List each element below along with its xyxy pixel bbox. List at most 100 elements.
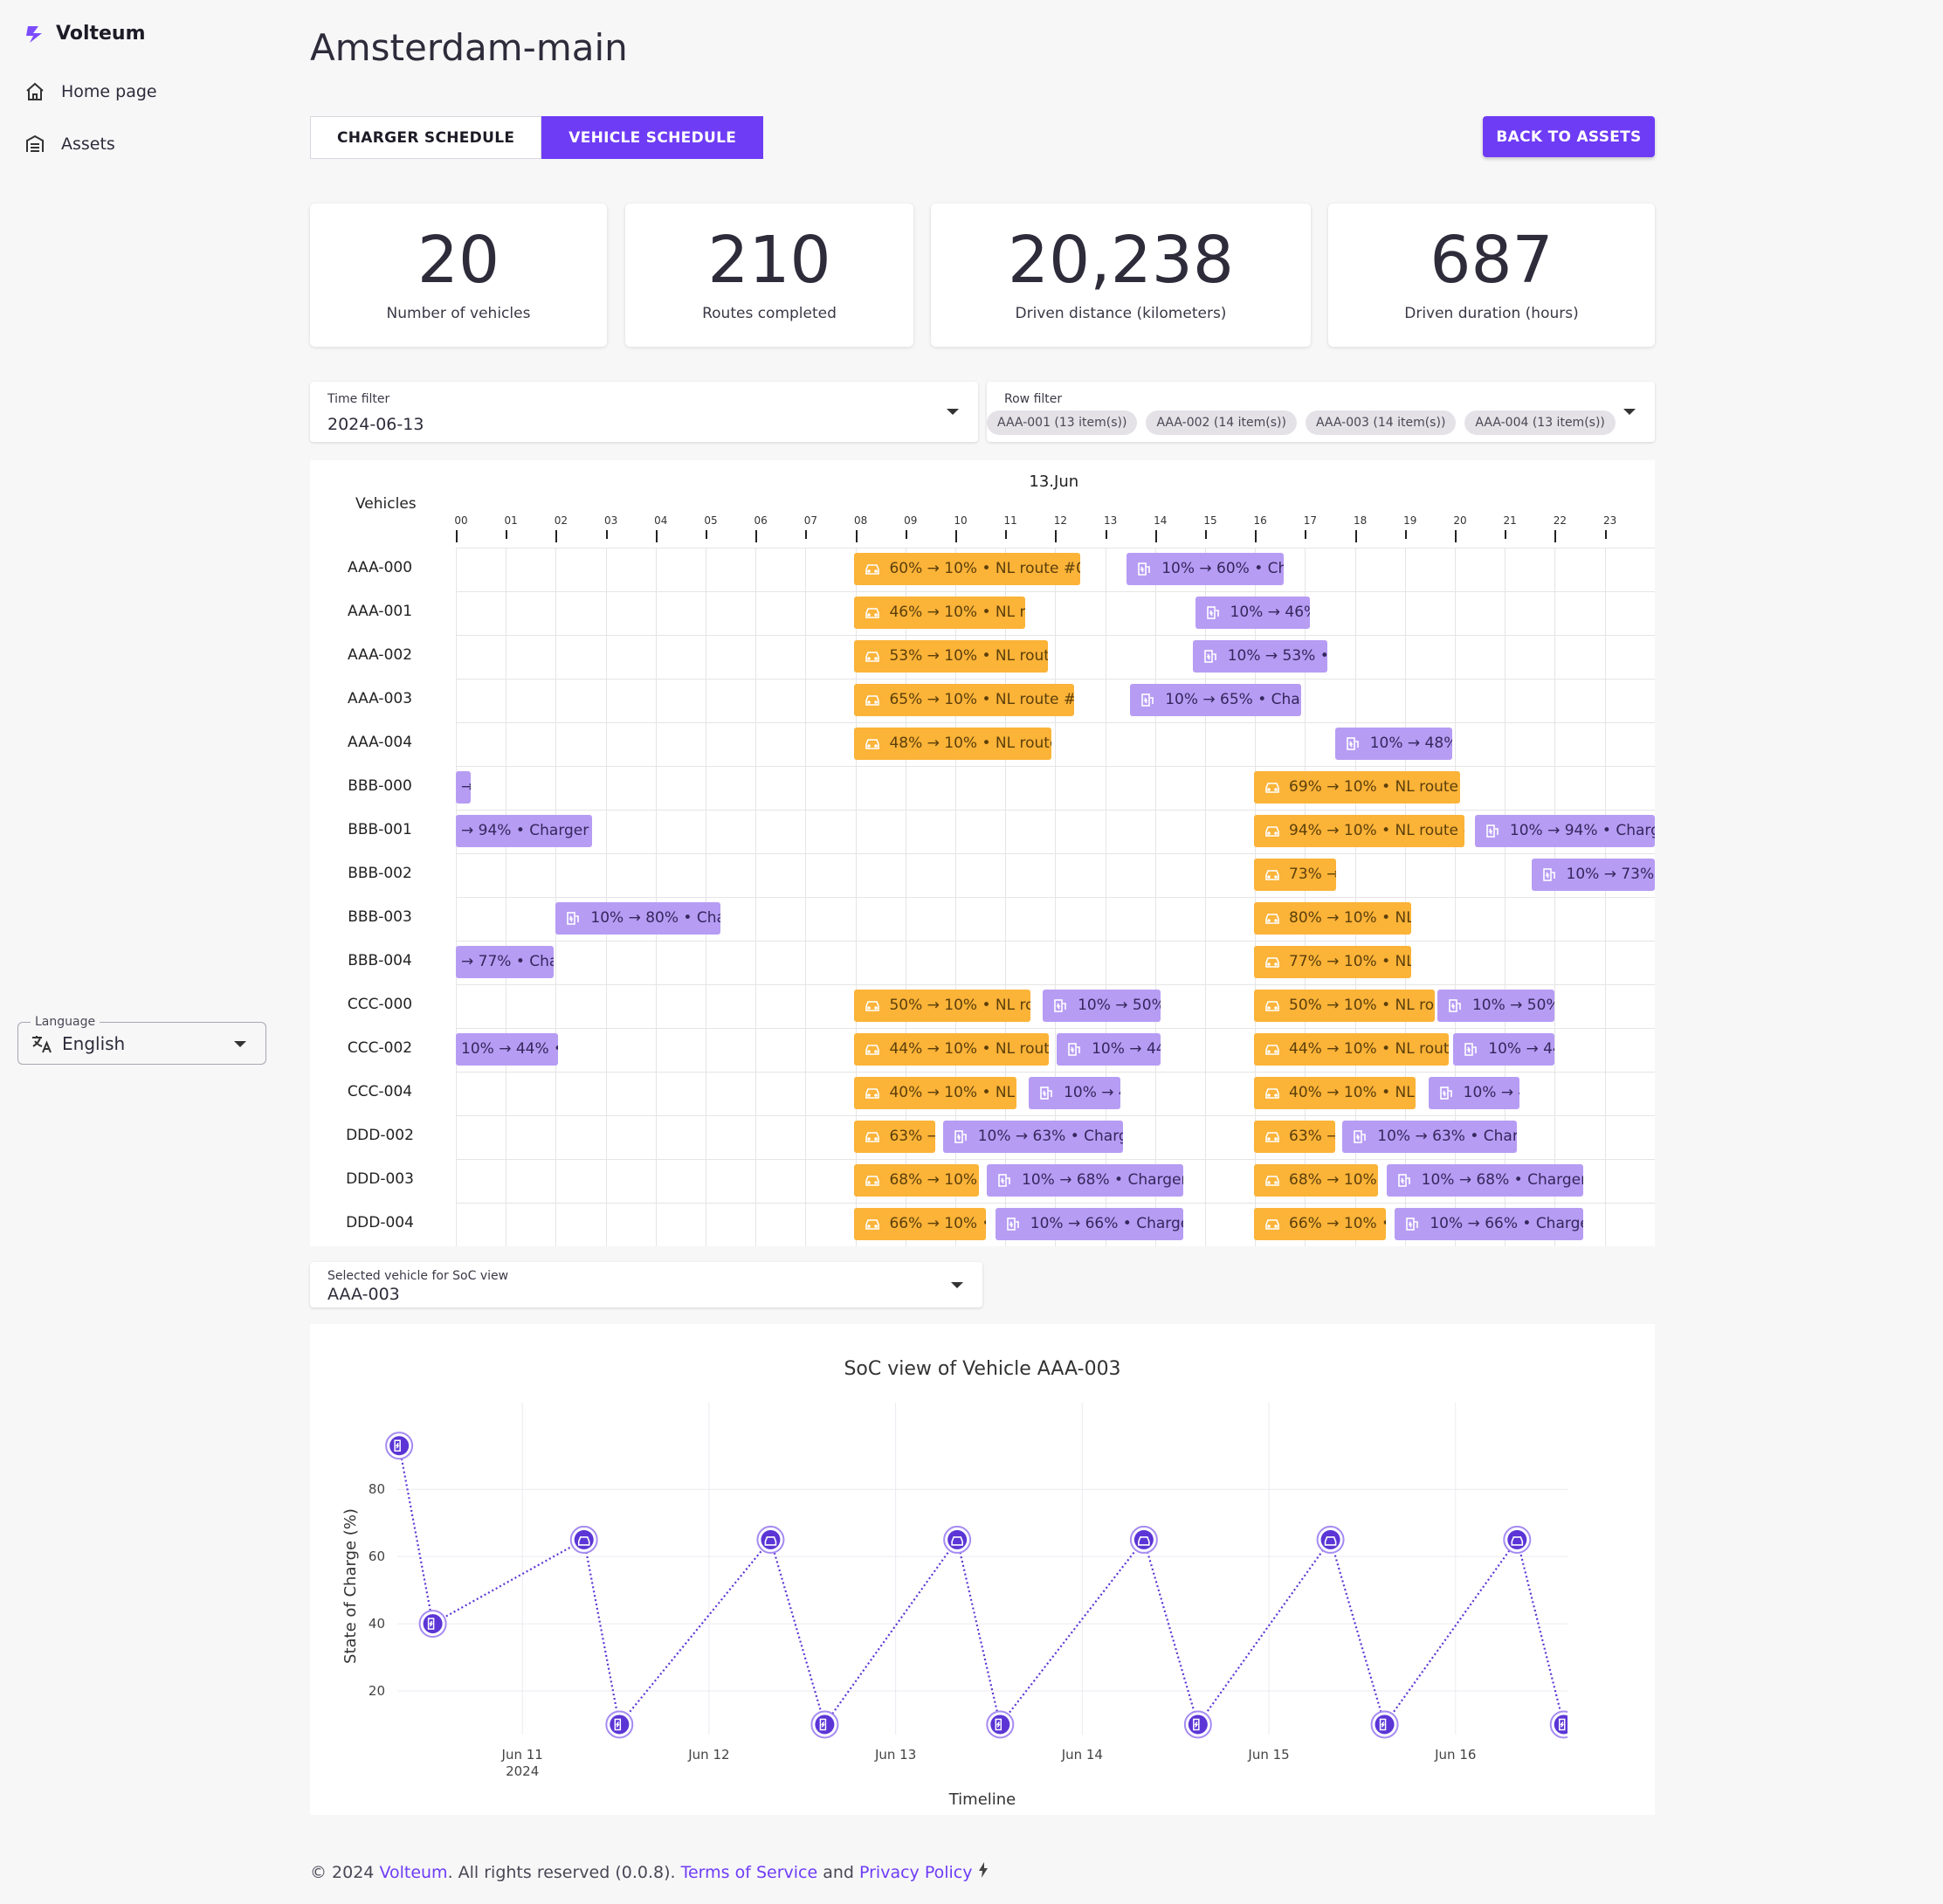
stat-card-vehicles: 20 Number of vehicles	[310, 204, 607, 347]
charging-bar[interactable]: 10% → 53% • Charger #2	[1192, 640, 1328, 673]
row-divider	[456, 1028, 1655, 1029]
route-bar[interactable]: 80% → 10% • NL route #8	[1254, 902, 1411, 935]
charging-bar[interactable]: 10% → 40% • Charger #12	[1029, 1077, 1120, 1109]
tab-vehicle-schedule[interactable]: VEHICLE SCHEDULE	[541, 116, 764, 159]
route-bar[interactable]: 68% → 10% • NL route #14	[854, 1164, 979, 1197]
brand-name: Volteum	[56, 23, 146, 45]
row-divider	[456, 984, 1655, 985]
stat-card-routes: 210 Routes completed	[625, 204, 913, 347]
hour-tick	[955, 530, 957, 542]
charging-bar[interactable]: 10% → 50% • Charger #10	[1437, 990, 1555, 1022]
charging-bar[interactable]: 10% → 60% • Charger #0	[1127, 553, 1284, 585]
charging-bar[interactable]: 10% → 94% • Charger #6	[1474, 815, 1655, 847]
charger-icon	[819, 1718, 827, 1731]
route-bar[interactable]: 94% → 10% • NL route #6	[1254, 815, 1465, 847]
hour-tick	[1205, 530, 1207, 539]
route-bar[interactable]: 40% → 10% • NL route #12	[1254, 1077, 1416, 1109]
route-bar[interactable]: 63% → 10% • NL route #13	[854, 1121, 936, 1153]
charging-bar[interactable]: 10% → 40% • Charger #12	[1428, 1077, 1520, 1109]
marker-fill	[1320, 1529, 1340, 1549]
charging-bar[interactable]: 10% → 68% • Charger #14	[987, 1164, 1184, 1197]
hour-tick-label: 03	[603, 514, 618, 527]
row-filter-chip[interactable]: AAA-001 (13 item(s))	[987, 410, 1138, 435]
route-bar[interactable]: 66% → 10% • NL route #15	[1254, 1208, 1387, 1240]
row-filter-chip[interactable]: AAA-002 (14 item(s))	[1146, 410, 1297, 435]
bar-label: 10% → 53% • Charger #2	[1227, 647, 1327, 665]
charging-bar[interactable]: → 94% • Charger #6	[456, 815, 593, 847]
x-tick-label: Jun 13	[874, 1747, 916, 1763]
privacy-policy-link[interactable]: Privacy Policy	[859, 1863, 973, 1882]
footer-brand-link[interactable]: Volteum	[379, 1863, 448, 1882]
route-bar[interactable]: 77% → 10% • NL route #9	[1254, 946, 1411, 978]
charging-bar[interactable]: 10% → 44% • Charger #11	[456, 1033, 559, 1066]
route-bar[interactable]: 48% → 10% • NL route #4	[854, 728, 1052, 760]
bar-label: 10% → 80% • Charger #8	[590, 909, 720, 927]
charging-bar[interactable]: → 69% • Charger #5	[456, 771, 472, 804]
row-filter-chip[interactable]: AAA-003 (14 item(s))	[1305, 410, 1457, 435]
route-bar[interactable]: 69% → 10% • NL route #5	[1254, 771, 1460, 804]
marker-fill	[1133, 1529, 1154, 1549]
hour-tick-label: 18	[1353, 514, 1368, 527]
charging-bar[interactable]: 10% → 63% • Charger #13	[1342, 1121, 1518, 1153]
sidebar-item-home[interactable]: Home page	[24, 81, 157, 102]
charger-marker	[418, 1610, 447, 1638]
vehicle-row-label: AAA-003	[347, 690, 413, 707]
tab-charger-schedule[interactable]: CHARGER SCHEDULE	[310, 116, 542, 159]
route-bar[interactable]: 44% → 10% • NL route #11	[854, 1033, 1049, 1066]
route-bar[interactable]: 66% → 10% • NL route #15	[854, 1208, 987, 1240]
charging-bar[interactable]: 10% → 80% • Charger #8	[555, 902, 721, 935]
sidebar: Volteum Home page Assets Language Englis…	[0, 0, 279, 1904]
vehicle-row-label: AAA-000	[347, 559, 413, 576]
route-bar[interactable]: 63% → 10% • NL route #13	[1254, 1121, 1335, 1153]
hour-tick	[1005, 530, 1008, 539]
route-bar[interactable]: 40% → 10% • NL route #12	[854, 1077, 1016, 1109]
bar-label: 10% → 50% • Charger #10	[1471, 997, 1554, 1014]
route-bar[interactable]: 65% → 10% • NL route #3	[854, 684, 1075, 716]
charging-bar[interactable]: 10% → 68% • Charger #14	[1386, 1164, 1583, 1197]
charging-bar[interactable]: 10% → 66% • Charger #15	[995, 1208, 1184, 1240]
charging-bar[interactable]: → 77% • Charger #9	[456, 946, 555, 978]
charging-bar[interactable]: 10% → 44% • Charger #11	[1453, 1033, 1555, 1066]
route-bar[interactable]: 68% → 10% • NL route #14	[1254, 1164, 1379, 1197]
vehicle-row-label: DDD-002	[346, 1127, 414, 1144]
route-bar[interactable]: 44% → 10% • NL route #11	[1254, 1033, 1449, 1066]
route-bar[interactable]: 46% → 10% • NL route #1	[854, 597, 1026, 629]
hour-tick-label: 11	[1003, 514, 1017, 527]
soc-vehicle-select[interactable]: Selected vehicle for SoC view AAA-003	[310, 1262, 982, 1307]
bar-label: 77% → 10% • NL route #9	[1289, 953, 1411, 970]
back-to-assets-button[interactable]: BACK TO ASSETS	[1483, 116, 1655, 157]
soc-select-label: Selected vehicle for SoC view	[327, 1269, 509, 1283]
charging-bar[interactable]: 10% → 73% • Charger #7	[1531, 859, 1655, 891]
row-filter[interactable]: Row filter AAA-001 (13 item(s)) AAA-002 (…	[987, 382, 1655, 442]
hour-tick-label: 04	[654, 514, 668, 527]
bar-label: 66% → 10% • NL route #15	[1289, 1215, 1386, 1232]
chevron-down-icon	[947, 409, 959, 415]
schedule-tabs: CHARGER SCHEDULE VEHICLE SCHEDULE	[310, 116, 764, 159]
charging-bar[interactable]: 10% → 63% • Charger #13	[942, 1121, 1123, 1153]
charging-bar[interactable]: 10% → 48% • Charger #4	[1334, 728, 1453, 760]
sidebar-item-assets[interactable]: Assets	[24, 134, 115, 155]
hour-tick	[1404, 530, 1407, 539]
bar-label: 63% → 10% • NL route #13	[889, 1128, 936, 1145]
bar-label: 10% → 44% • Charger #11	[461, 1040, 558, 1058]
charging-bar[interactable]: 10% → 44% • Charger #11	[1057, 1033, 1161, 1066]
charging-bar[interactable]: 10% → 50% • Charger #10	[1043, 990, 1161, 1022]
row-divider	[456, 722, 1655, 723]
row-divider	[456, 766, 1655, 767]
route-bar[interactable]: 60% → 10% • NL route #0	[854, 553, 1080, 585]
route-bar[interactable]: 53% → 10% • NL route #2	[854, 640, 1048, 673]
charging-bar[interactable]: 10% → 46% • Charger #1	[1195, 597, 1311, 629]
route-bar[interactable]: 50% → 10% • NL route #10	[1254, 990, 1436, 1022]
charging-bar[interactable]: 10% → 65% • Charger #3	[1130, 684, 1301, 716]
terms-of-service-link[interactable]: Terms of Service	[680, 1863, 818, 1882]
route-bar[interactable]: 50% → 10% • NL route #10	[854, 990, 1030, 1022]
row-filter-chip[interactable]: AAA-004 (13 item(s))	[1464, 410, 1616, 435]
soc-select-value: AAA-003	[327, 1285, 400, 1304]
language-select[interactable]: Language English	[17, 1015, 266, 1065]
route-bar[interactable]: 73% → 10% • NL route #7	[1254, 859, 1336, 891]
hour-tick	[706, 530, 707, 539]
charger-icon	[614, 1718, 622, 1731]
time-filter[interactable]: Time filter 2024-06-13	[310, 382, 978, 442]
charging-bar[interactable]: 10% → 66% • Charger #15	[1395, 1208, 1583, 1240]
brand[interactable]: Volteum	[24, 23, 146, 45]
